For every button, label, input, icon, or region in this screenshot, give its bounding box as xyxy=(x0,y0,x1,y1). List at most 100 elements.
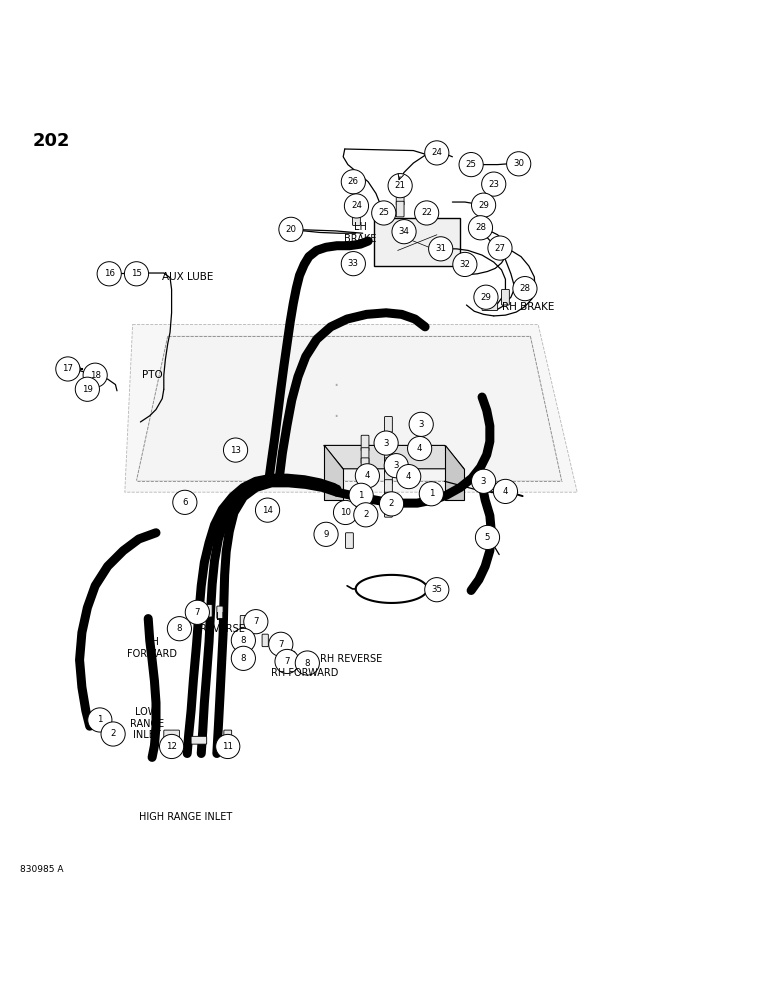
Circle shape xyxy=(425,141,449,165)
Text: 9: 9 xyxy=(324,530,328,539)
Text: LH
FORWARD: LH FORWARD xyxy=(127,637,177,659)
Text: 28: 28 xyxy=(519,284,530,293)
FancyBboxPatch shape xyxy=(361,435,369,451)
Circle shape xyxy=(429,237,452,261)
Circle shape xyxy=(215,734,240,759)
FancyBboxPatch shape xyxy=(361,458,369,473)
Text: 4: 4 xyxy=(406,472,412,481)
Text: 24: 24 xyxy=(351,201,362,210)
Text: 7: 7 xyxy=(253,617,259,626)
Circle shape xyxy=(186,600,209,624)
Text: 15: 15 xyxy=(131,269,142,278)
FancyBboxPatch shape xyxy=(376,209,392,217)
FancyBboxPatch shape xyxy=(384,500,399,508)
Circle shape xyxy=(342,252,365,276)
Text: 33: 33 xyxy=(348,259,359,268)
Text: AUX LUBE: AUX LUBE xyxy=(162,272,214,282)
Circle shape xyxy=(388,174,412,198)
Circle shape xyxy=(452,252,477,277)
FancyBboxPatch shape xyxy=(217,606,223,619)
FancyBboxPatch shape xyxy=(358,511,374,519)
FancyBboxPatch shape xyxy=(346,533,353,548)
FancyBboxPatch shape xyxy=(385,502,392,517)
Circle shape xyxy=(494,479,518,504)
Circle shape xyxy=(56,357,80,381)
FancyBboxPatch shape xyxy=(502,289,509,305)
Text: 4: 4 xyxy=(364,471,370,480)
Text: 35: 35 xyxy=(431,585,442,594)
FancyBboxPatch shape xyxy=(361,468,369,484)
Text: 7: 7 xyxy=(284,657,290,666)
Text: LOW
RANGE
INLET: LOW RANGE INLET xyxy=(129,707,164,740)
FancyBboxPatch shape xyxy=(127,269,143,277)
Circle shape xyxy=(356,464,379,488)
Circle shape xyxy=(75,377,100,401)
FancyBboxPatch shape xyxy=(353,210,360,225)
Text: 202: 202 xyxy=(33,132,70,150)
FancyBboxPatch shape xyxy=(385,435,392,451)
Text: 29: 29 xyxy=(478,201,489,210)
FancyBboxPatch shape xyxy=(385,468,392,484)
FancyBboxPatch shape xyxy=(275,636,281,648)
FancyBboxPatch shape xyxy=(109,726,117,742)
Circle shape xyxy=(159,734,184,759)
Text: 23: 23 xyxy=(488,180,499,189)
Text: 29: 29 xyxy=(480,293,491,302)
Text: 25: 25 xyxy=(466,160,477,169)
Text: 22: 22 xyxy=(421,208,432,217)
Circle shape xyxy=(372,201,395,225)
Circle shape xyxy=(83,363,108,387)
FancyBboxPatch shape xyxy=(396,190,404,205)
Polygon shape xyxy=(125,325,577,492)
FancyBboxPatch shape xyxy=(467,157,475,172)
FancyBboxPatch shape xyxy=(480,473,488,489)
Circle shape xyxy=(223,438,248,462)
Circle shape xyxy=(354,503,378,527)
Polygon shape xyxy=(374,218,460,266)
Text: 11: 11 xyxy=(222,742,233,751)
FancyBboxPatch shape xyxy=(361,480,369,495)
Circle shape xyxy=(342,170,365,194)
Text: 27: 27 xyxy=(495,244,505,253)
Circle shape xyxy=(231,628,256,652)
Circle shape xyxy=(172,490,197,514)
Text: 830985 A: 830985 A xyxy=(20,865,63,874)
Circle shape xyxy=(87,708,112,732)
FancyBboxPatch shape xyxy=(482,303,498,310)
Text: 26: 26 xyxy=(348,177,359,186)
Text: 3: 3 xyxy=(418,420,424,429)
Circle shape xyxy=(459,153,483,177)
Circle shape xyxy=(349,483,374,507)
Circle shape xyxy=(513,277,537,301)
Text: 16: 16 xyxy=(104,269,115,278)
Text: 8: 8 xyxy=(304,659,310,668)
FancyBboxPatch shape xyxy=(385,448,392,463)
Text: 2: 2 xyxy=(110,729,116,738)
Circle shape xyxy=(167,617,192,641)
Text: 7: 7 xyxy=(278,640,284,649)
Circle shape xyxy=(105,267,118,279)
Circle shape xyxy=(314,522,338,546)
FancyBboxPatch shape xyxy=(498,488,513,495)
Circle shape xyxy=(243,610,268,634)
Polygon shape xyxy=(136,336,562,481)
Text: 13: 13 xyxy=(230,446,241,455)
Text: 25: 25 xyxy=(378,208,389,217)
Circle shape xyxy=(380,492,404,516)
Circle shape xyxy=(471,469,496,493)
Circle shape xyxy=(397,465,421,489)
FancyBboxPatch shape xyxy=(424,490,439,498)
Text: 4: 4 xyxy=(417,444,423,453)
Polygon shape xyxy=(324,445,464,469)
Circle shape xyxy=(425,578,449,602)
Text: 1: 1 xyxy=(428,489,434,498)
Circle shape xyxy=(408,436,432,461)
Text: 1: 1 xyxy=(97,715,103,724)
Text: 10: 10 xyxy=(340,508,351,517)
Text: 24: 24 xyxy=(431,148,442,157)
Circle shape xyxy=(101,722,125,746)
FancyBboxPatch shape xyxy=(476,201,491,209)
Text: 7: 7 xyxy=(194,608,200,617)
FancyBboxPatch shape xyxy=(521,281,529,296)
Text: 6: 6 xyxy=(182,498,188,507)
